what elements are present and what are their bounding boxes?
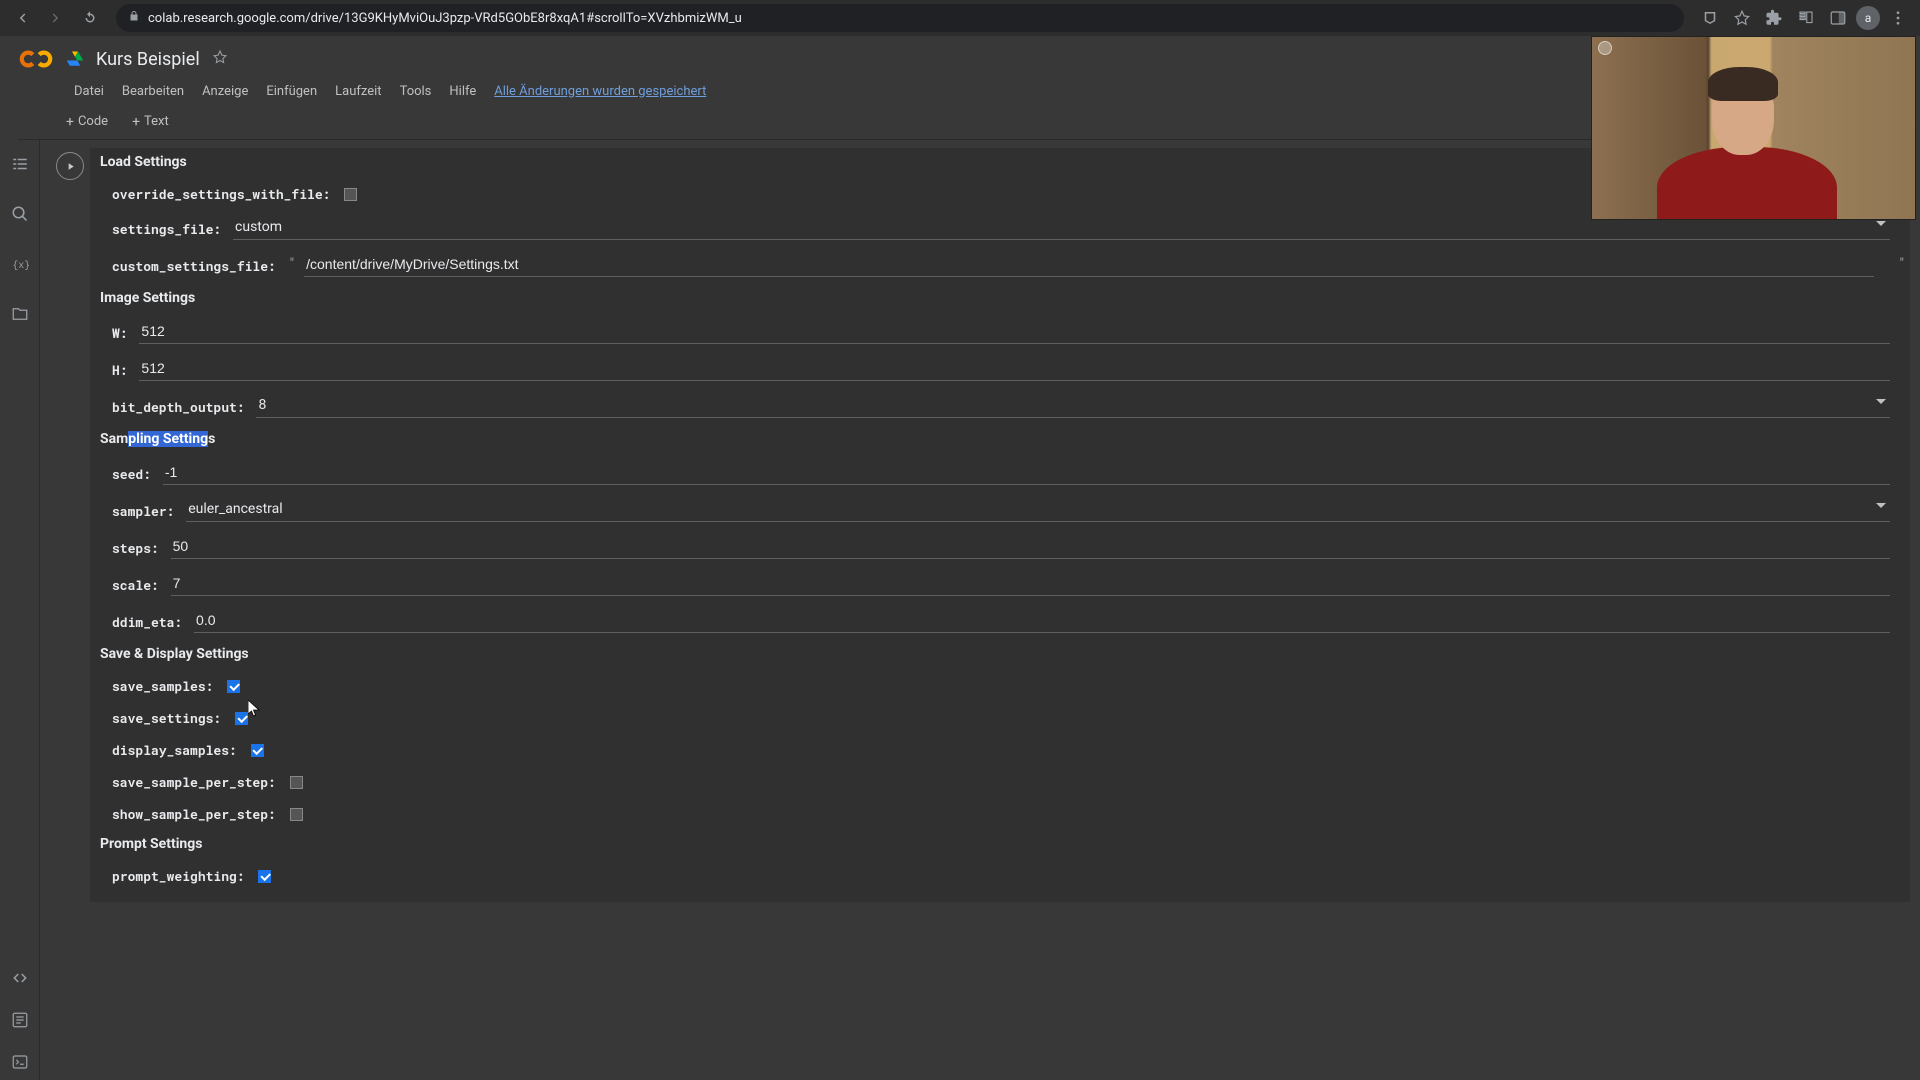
label-ddim-eta: ddim_eta [112,613,190,631]
select-settings-file[interactable]: custom [233,217,1890,240]
form-cell: Load Settings override_settings_with_fil… [40,140,1920,922]
code-snippets-icon[interactable] [10,968,30,988]
input-custom-settings-file[interactable] [304,254,1873,277]
save-status[interactable]: Alle Änderungen wurden gespeichert [494,84,706,99]
back-button[interactable] [8,4,36,32]
add-text-button[interactable]: + Text [124,110,177,134]
checkbox-display-samples[interactable] [251,744,264,757]
chevron-down-icon [1876,399,1886,404]
plus-icon: + [66,114,74,130]
forward-button[interactable] [42,4,70,32]
label-H: H [112,361,135,379]
select-sampler-value: euler_ancestral [188,501,282,517]
form-body: Load Settings override_settings_with_fil… [90,148,1910,902]
profile-avatar[interactable]: a [1856,6,1880,30]
kebab-menu-icon[interactable] [1884,4,1912,32]
menu-einfuegen[interactable]: Einfügen [266,84,317,99]
search-icon[interactable] [10,204,30,224]
section-image-settings: Image Settings [100,284,1910,314]
menu-datei[interactable]: Datei [74,84,104,99]
url-text: colab.research.google.com/drive/13G9KHyM… [148,11,742,26]
menu-hilfe[interactable]: Hilfe [449,84,476,99]
webcam-torso [1657,147,1837,220]
checkbox-save-settings[interactable] [235,712,248,725]
label-prompt-weighting: prompt_weighting [112,867,252,885]
address-bar[interactable]: colab.research.google.com/drive/13G9KHyM… [116,4,1684,32]
terminal-icon[interactable] [10,1052,30,1072]
menu-anzeige[interactable]: Anzeige [202,84,248,99]
checkbox-save-sample-per-step[interactable] [290,776,303,789]
add-code-label: Code [78,114,108,129]
menu-laufzeit[interactable]: Laufzeit [335,84,381,99]
side-panel-icon[interactable] [1824,4,1852,32]
lock-icon [128,10,140,26]
install-icon[interactable] [1696,4,1724,32]
input-ddim-eta[interactable] [194,610,1890,633]
section-prompt-settings: Prompt Settings [100,830,1910,860]
label-sampler: sampler [112,502,182,520]
browser-toolbar: colab.research.google.com/drive/13G9KHyM… [0,0,1920,36]
run-cell-button[interactable] [56,152,84,180]
chevron-down-icon [1876,221,1886,226]
label-custom-settings-file: custom_settings_file [112,257,284,275]
bookmark-star-icon[interactable] [1728,4,1756,32]
select-bit-depth[interactable]: 8 [256,395,1890,418]
left-rail: {x} [0,140,40,1080]
label-settings-file: settings_file [112,220,229,238]
label-bit-depth: bit_depth_output [112,398,252,416]
input-steps[interactable] [171,536,1890,559]
checkbox-prompt-weighting[interactable] [258,870,271,883]
label-seed: seed [112,465,159,483]
label-override-settings: override_settings_with_file [112,185,338,203]
label-W: W [112,324,135,342]
section-sampling-settings: Sampling Settings [100,425,1910,455]
svg-text:{x}: {x} [12,260,29,271]
select-settings-file-value: custom [235,219,282,235]
input-W[interactable] [139,321,1890,344]
webcam-indicator-icon [1598,41,1612,55]
chevron-down-icon [1876,503,1886,508]
webcam-hair [1708,67,1778,101]
label-show-sample-per-step: show_sample_per_step [112,805,284,823]
input-scale[interactable] [171,573,1890,596]
select-sampler[interactable]: euler_ancestral [186,499,1890,522]
input-H[interactable] [139,358,1890,381]
files-icon[interactable] [10,304,30,324]
checkbox-override-settings[interactable] [344,188,357,201]
extensions-icon[interactable] [1760,4,1788,32]
notebook-title[interactable]: Kurs Beispiel [96,49,200,70]
select-bit-depth-value: 8 [258,397,266,413]
add-code-button[interactable]: + Code [58,110,116,134]
command-palette-icon[interactable] [10,1010,30,1030]
checkbox-show-sample-per-step[interactable] [290,808,303,821]
checkbox-save-samples[interactable] [227,680,240,693]
webcam-overlay [1591,36,1916,220]
label-save-settings: save_settings [112,709,229,727]
plus-icon: + [132,114,140,130]
menu-tools[interactable]: Tools [400,84,432,99]
toc-icon[interactable] [10,154,30,174]
input-seed[interactable] [163,462,1890,485]
label-scale: scale [112,576,167,594]
notebook-area: Load Settings override_settings_with_fil… [40,140,1920,1080]
star-icon[interactable] [212,49,228,69]
label-steps: steps [112,539,167,557]
label-save-samples: save_samples [112,677,221,695]
label-save-sample-per-step: save_sample_per_step [112,773,284,791]
workspace: {x} Load Settings override_settings_with… [0,140,1920,1080]
label-display-samples: display_samples [112,741,245,759]
colab-logo-icon[interactable] [18,41,54,77]
menu-bearbeiten[interactable]: Bearbeiten [122,84,184,99]
section-save-display: Save & Display Settings [100,640,1910,670]
quote-left: " [284,256,300,272]
add-text-label: Text [144,114,169,129]
quote-right: " [1894,256,1910,272]
reload-button[interactable] [76,4,104,32]
variables-icon[interactable]: {x} [10,254,30,274]
reading-list-icon[interactable] [1792,4,1820,32]
drive-icon [66,50,84,68]
